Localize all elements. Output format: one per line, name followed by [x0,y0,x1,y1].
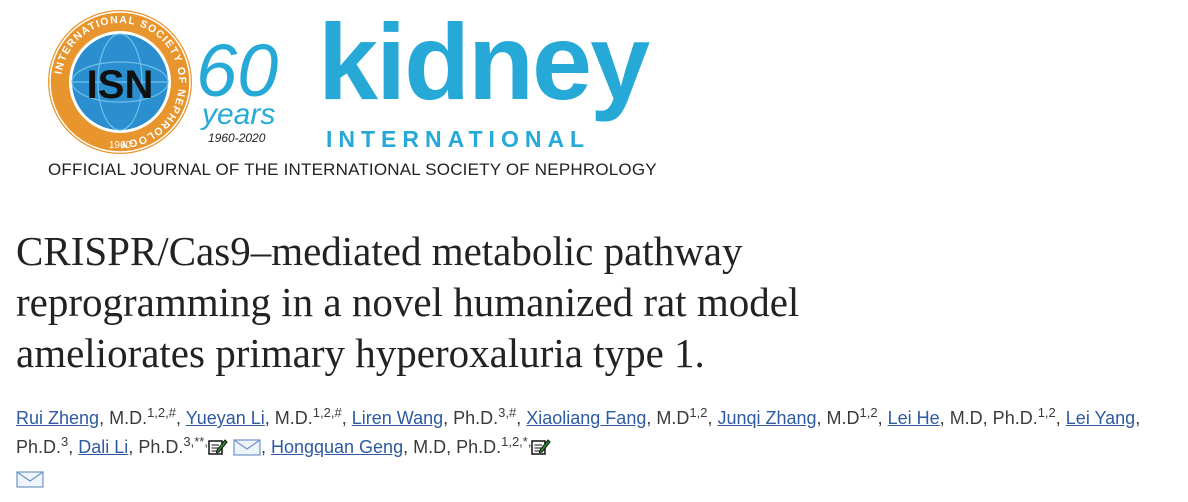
author-link[interactable]: Hongquan Geng [270,437,404,457]
author-list: Rui Zheng, M.D.1,2,#, Yueyan Li, M.D.1,2… [16,404,1166,497]
author-affiliation: 3,# [498,405,517,420]
edit-note-icon[interactable] [531,436,552,465]
author-link[interactable]: Liren Wang [351,408,444,428]
author-degree: Ph.D. [138,437,184,457]
author-degree: Ph.D. [16,437,62,457]
author-link[interactable]: Yueyan Li [185,408,265,428]
author-degree: M.D. [274,408,313,428]
author-degree: M.D, Ph.D. [949,408,1038,428]
author-degree: M.D, Ph.D. [413,437,502,457]
title-line: CRISPR/Cas9–mediated metabolic pathway [16,228,743,274]
author-degree: M.D [826,408,860,428]
author-link[interactable]: Lei Yang [1065,408,1136,428]
author-link[interactable]: Dali Li [78,437,129,457]
author-affiliation: 1,2,*, [501,434,532,449]
author-degree: M.D [656,408,690,428]
isn-seal-logo: INTERNATIONAL SOCIETY OF NEPHROLOGY ISN … [48,10,192,154]
journal-tagline: OFFICIAL JOURNAL OF THE INTERNATIONAL SO… [48,160,657,179]
journal-masthead: INTERNATIONAL SOCIETY OF NEPHROLOGY ISN … [0,0,1188,200]
envelope-icon[interactable] [16,468,44,497]
author-affiliation: 3 [61,434,69,449]
edit-note-icon[interactable] [208,436,228,465]
anniversary-range: 1960-2020 [208,131,266,145]
author-affiliation: 1,2 [1037,405,1056,420]
author-link[interactable]: Lei He [887,408,940,428]
author-affiliation: 1,2 [689,405,708,420]
author-degree: M.D. [109,408,148,428]
author-degree: Ph.D. [453,408,499,428]
author-affiliation: 1,2,# [147,405,176,420]
journal-subname: INTERNATIONAL [326,126,591,152]
anniversary-number: 60 [196,29,278,112]
isn-seal-year: 1960 [109,140,132,151]
author-link[interactable]: Junqi Zhang [717,408,817,428]
author-affiliation: 1,2 [859,405,878,420]
author-link[interactable]: Xiaoliang Fang [526,408,647,428]
author-affiliation: 1,2,# [312,405,342,420]
anniversary-word: years [200,98,275,131]
author-affiliation: 3,**, [183,434,208,449]
envelope-icon[interactable] [233,436,261,465]
author-link[interactable]: Rui Zheng [16,408,100,428]
isn-seal-text: ISN [87,63,154,107]
journal-name: kidney [318,1,650,122]
title-line: ameliorates primary hyperoxaluria type 1… [16,330,705,376]
title-line: reprogramming in a novel humanized rat m… [16,279,800,325]
anniversary-badge: 60 years 1960-2020 [196,29,278,145]
article-title: CRISPR/Cas9–mediated metabolic pathway r… [16,226,1166,379]
